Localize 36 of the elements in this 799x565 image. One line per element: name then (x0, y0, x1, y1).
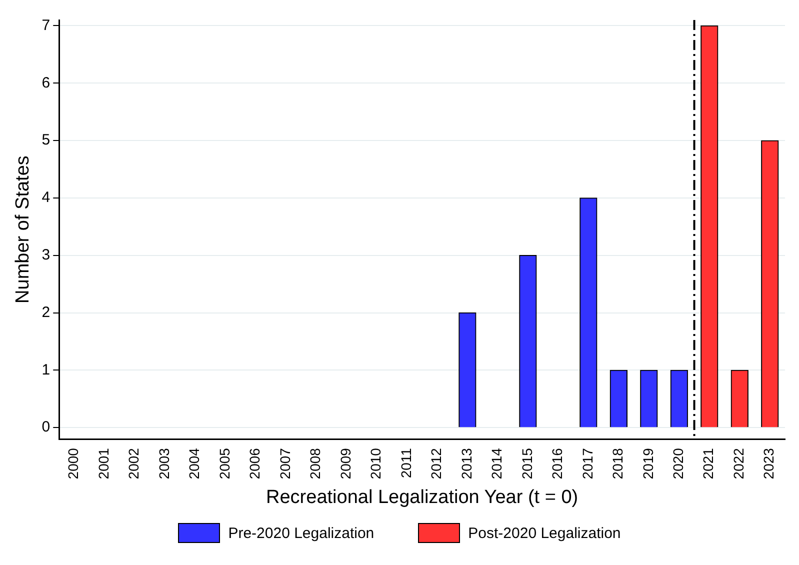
x-tick-label: 2018 (610, 448, 626, 480)
x-tick-label: 2008 (307, 448, 324, 480)
x-axis-title: Recreational Legalization Year (t = 0) (266, 486, 578, 508)
y-tick-label: 1 (42, 361, 50, 378)
y-tick-label: 6 (42, 74, 50, 92)
x-tick-label: 2023 (760, 448, 777, 480)
y-tick-label: 5 (42, 132, 50, 149)
x-tick-label: 2003 (156, 448, 172, 480)
x-tick-label: 2007 (276, 448, 293, 480)
x-tick-label: 2017 (579, 448, 596, 480)
legend-label: Post-2020 Legalization (468, 524, 621, 542)
y-tick-label: 3 (42, 246, 50, 264)
y-tick-label: 7 (42, 16, 50, 34)
x-tick-label: 2005 (216, 448, 232, 480)
x-tick-label: 2022 (730, 448, 746, 480)
x-tick-label: 2001 (95, 448, 112, 480)
x-tick-label: 2002 (126, 448, 142, 480)
x-tick-label: 2020 (670, 448, 686, 480)
x-tick-label: 2009 (337, 448, 354, 480)
y-tick-label: 4 (42, 189, 50, 206)
x-tick-label: 2019 (640, 448, 656, 480)
x-tick-label: 2000 (65, 448, 82, 480)
y-axis-title: Number of States (12, 156, 34, 304)
y-tick-label: 0 (42, 418, 50, 436)
x-tick-label: 2021 (700, 448, 716, 480)
x-tick-label: 2012 (428, 448, 444, 480)
x-tick-label: 2010 (368, 448, 384, 480)
x-tick-label: 2013 (458, 448, 474, 480)
y-tick-label: 2 (42, 304, 50, 321)
x-tick-label: 2004 (186, 448, 202, 480)
legend-label: Pre-2020 Legalization (228, 524, 374, 542)
x-tick-label: 2006 (246, 448, 263, 480)
x-tick-label: 2016 (549, 448, 566, 480)
x-tick-label: 2011 (398, 448, 414, 478)
x-tick-label: 2015 (518, 448, 535, 480)
x-tick-label: 2014 (488, 448, 505, 480)
